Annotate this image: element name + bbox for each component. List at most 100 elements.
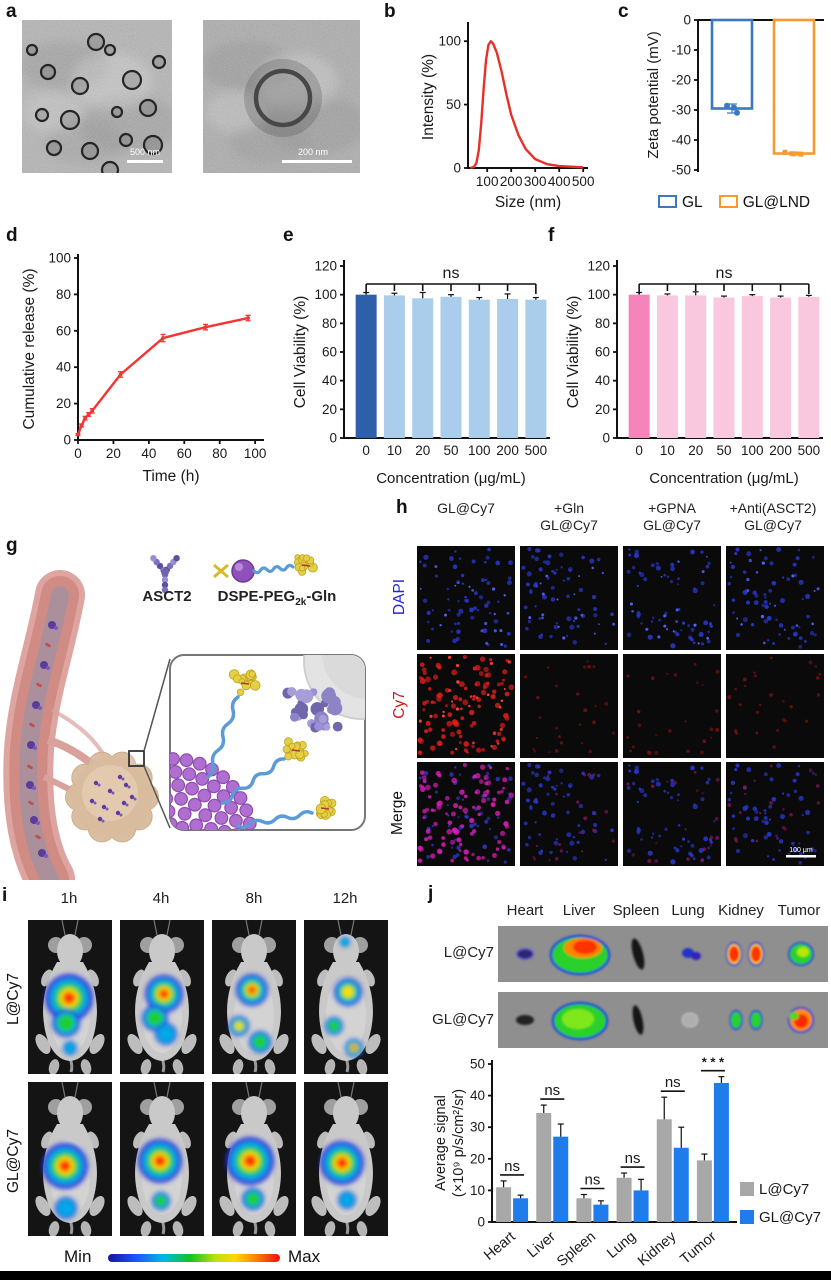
svg-text:ns: ns (584, 1172, 600, 1189)
svg-text:50: 50 (443, 443, 458, 458)
viability-chart-1: 0 20 40 60 80 100 120 Cell Viability (%) Concent… (292, 236, 555, 493)
chart-c-svg: 0 -10 -20 -30 -40 -50 Zeta potential (mV) (645, 13, 824, 178)
svg-text:500: 500 (525, 443, 548, 458)
svg-text:40: 40 (141, 446, 156, 461)
panel-f-label: f (548, 225, 555, 246)
mouse-image-r1c2 (212, 1081, 296, 1237)
zeta-legend-glnd: GL@LND (718, 194, 810, 212)
organ-row-glcy7-label: GL@Cy7 (432, 1011, 494, 1028)
dls-size-chart: 100 200 300 400 500 0 50 100 Intensity (%) Size (… (420, 10, 595, 220)
svg-text:50: 50 (470, 1057, 485, 1072)
panel-j-label: j (428, 883, 434, 904)
fluorescence-cell-r0c1 (520, 546, 618, 650)
organ-signal-chart: 0 10 20 30 40 50 Average signal (×10⁹ p/s/cm²/s… (428, 1050, 831, 1280)
mouse-image-r0c2 (212, 919, 296, 1075)
svg-text:300: 300 (524, 174, 547, 189)
h-col3-line2: GL@Cy7 (643, 517, 701, 533)
svg-text:80: 80 (595, 316, 610, 331)
organ-header-kidney: Kidney (718, 902, 764, 919)
svg-text:500: 500 (798, 443, 821, 458)
organ-header-lung: Lung (671, 902, 705, 919)
svg-text:-10: -10 (671, 43, 691, 58)
release-chart: 0 20 40 60 80 100 0 20 40 60 80 100 Cumulative relea… (20, 240, 275, 493)
svg-text:20: 20 (595, 402, 610, 417)
svg-text:100: 100 (468, 443, 491, 458)
svg-text:Concentration (μg/mL): Concentration (μg/mL) (376, 470, 526, 487)
panel-d-label: d (6, 225, 18, 246)
panel-a-label: a (6, 1, 17, 22)
organ-row-lcy7-label: L@Cy7 (443, 944, 494, 961)
dspe-pre: DSPE-PEG (217, 588, 296, 605)
svg-text:Lung: Lung (604, 1229, 639, 1262)
fluorescence-cell-r2c1 (520, 762, 618, 866)
svg-text:* * *: * * * (702, 1055, 725, 1070)
svg-text:60: 60 (595, 345, 610, 360)
mouse-row-lcy7-label: L@Cy7 (5, 973, 22, 1025)
time-4h: 4h (152, 890, 170, 907)
organ-header-spleen: Spleen (612, 902, 660, 919)
svg-text:20: 20 (415, 443, 430, 458)
tem1-scalebar (127, 160, 163, 163)
svg-text:10: 10 (660, 443, 675, 458)
svg-text:Tumor: Tumor (678, 1229, 720, 1268)
svg-text:100: 100 (476, 174, 499, 189)
panel-i-label: i (2, 885, 8, 906)
fluorescence-cell-r0c2 (623, 546, 721, 650)
svg-text:30: 30 (470, 1120, 485, 1135)
svg-text:50: 50 (446, 97, 461, 112)
svg-text:0: 0 (602, 431, 610, 446)
fluorescence-cell-r1c1 (520, 654, 618, 758)
svg-text:ns: ns (504, 1158, 520, 1175)
svg-text:120: 120 (587, 259, 610, 274)
viability-chart-2: 0 20 40 60 80 100 120 Cell Viability (%) Concent… (565, 236, 828, 493)
svg-text:-20: -20 (671, 73, 691, 88)
svg-text:Cumulative release (%): Cumulative release (%) (21, 268, 38, 429)
svg-text:40: 40 (595, 373, 610, 388)
tem2-scalebar (282, 160, 352, 163)
zeta-potential-chart: 0 -10 -20 -30 -40 -50 Zeta potential (mV) (645, 6, 831, 197)
svg-text:200: 200 (496, 443, 519, 458)
organ-strip-glcy7 (498, 992, 828, 1048)
mouse-image-r0c1 (120, 919, 204, 1075)
svg-text:Zeta potential (mV): Zeta potential (mV) (646, 31, 662, 159)
svg-text:0: 0 (362, 443, 370, 458)
zeta-legend: GL GL@LND (658, 194, 810, 212)
svg-text:60: 60 (177, 446, 192, 461)
svg-text:60: 60 (56, 323, 71, 338)
fluorescence-cell-r1c0 (417, 654, 515, 758)
svg-text:100: 100 (314, 287, 337, 302)
mouse-image-r1c1 (120, 1081, 204, 1237)
fluorescence-cell-r0c3 (726, 546, 824, 650)
svg-text:20: 20 (688, 443, 703, 458)
svg-text:Intensity (%): Intensity (%) (420, 54, 437, 140)
svg-text:80: 80 (322, 316, 337, 331)
svg-text:80: 80 (56, 287, 71, 302)
svg-text:GL@Cy7: GL@Cy7 (759, 1209, 821, 1226)
svg-text:L@Cy7: L@Cy7 (759, 1181, 809, 1198)
panel-c-label: c (618, 1, 629, 22)
dapi-row-label: DAPI (391, 578, 408, 616)
svg-text:-40: -40 (671, 133, 691, 148)
mouse-image-r0c3 (304, 919, 388, 1075)
h-col4-header: +Anti(ASCT2) GL@Cy7 (713, 500, 831, 534)
svg-text:20: 20 (106, 446, 121, 461)
fluorescence-cell-r1c3 (726, 654, 824, 758)
svg-text:ns: ns (625, 1150, 641, 1167)
svg-text:20: 20 (470, 1151, 485, 1166)
svg-text:Cell Viability (%): Cell Viability (%) (292, 296, 309, 409)
svg-text:(×10⁹ p/s/cm²/sr): (×10⁹ p/s/cm²/sr) (451, 1089, 467, 1197)
svg-text:200: 200 (500, 174, 523, 189)
ascr2-label: ASCT2 (142, 588, 192, 605)
svg-text:ns: ns (544, 1082, 560, 1099)
schematic-svg (3, 554, 366, 904)
cy7-row-label: Cy7 (391, 691, 408, 719)
tem-micrograph-overview (19, 20, 180, 180)
panel-h-label: h (396, 497, 408, 518)
svg-text:500: 500 (572, 174, 595, 189)
mouse-image-r0c0 (28, 919, 112, 1075)
fluorescence-cell-r2c0 (417, 762, 515, 866)
svg-text:400: 400 (548, 174, 571, 189)
svg-text:-30: -30 (671, 103, 691, 118)
time-12h: 12h (332, 890, 358, 907)
